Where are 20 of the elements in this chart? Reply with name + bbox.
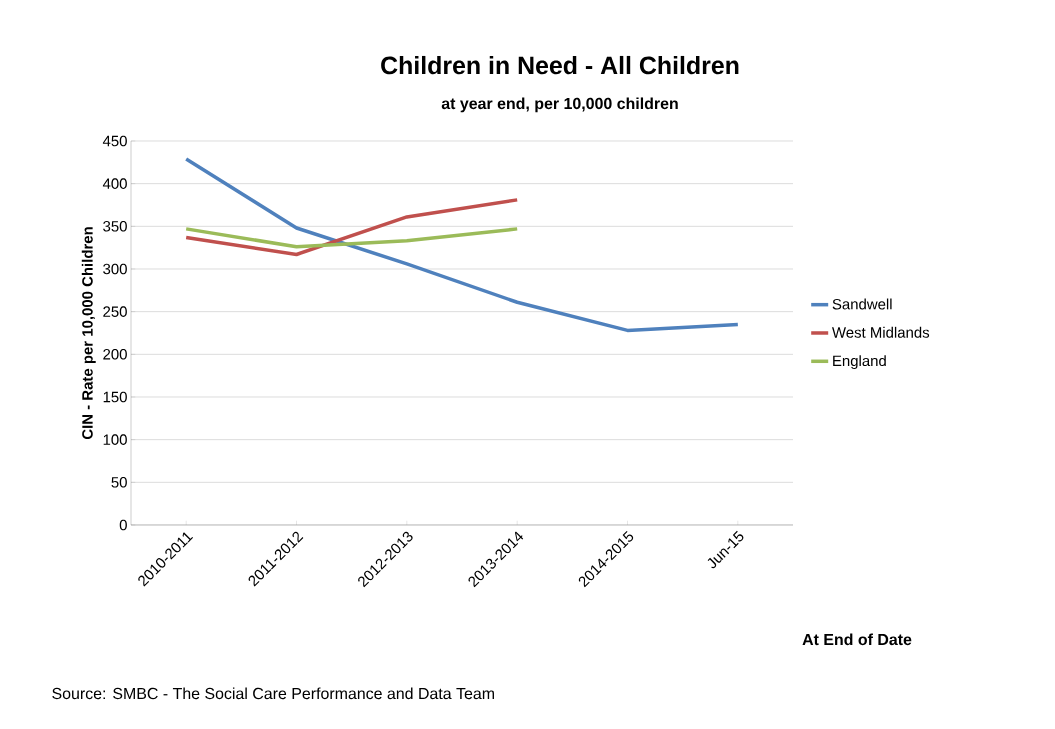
x-axis-title: At End of Date bbox=[802, 633, 912, 646]
legend-label: West Midlands bbox=[832, 326, 930, 338]
y-tick-label: 50 bbox=[111, 477, 127, 488]
y-tick-label: 400 bbox=[102, 178, 127, 189]
y-tick-label: 150 bbox=[103, 391, 127, 403]
chart-title: Children in Need - All Children bbox=[381, 55, 739, 75]
chart-subtitle: at year end, per 10,000 children bbox=[441, 97, 678, 113]
y-tick-label: 300 bbox=[103, 263, 127, 275]
legend-label: Sandwell bbox=[832, 298, 892, 310]
line-series bbox=[184, 198, 519, 257]
source-note: Source: SMBC - The Social Care Performance and Data Team bbox=[52, 687, 494, 700]
y-tick-label: 100 bbox=[103, 434, 127, 445]
y-tick-label: 450 bbox=[102, 135, 127, 147]
y-tick-label: 0 bbox=[119, 519, 127, 531]
y-axis-title: CIN - Rate per 10,000 Children bbox=[81, 227, 96, 440]
legend-label: England bbox=[833, 355, 886, 370]
line-series bbox=[184, 157, 740, 333]
y-tick-label: 350 bbox=[103, 221, 127, 232]
y-tick-label: 200 bbox=[103, 349, 127, 360]
y-tick-label: 250 bbox=[103, 306, 127, 317]
